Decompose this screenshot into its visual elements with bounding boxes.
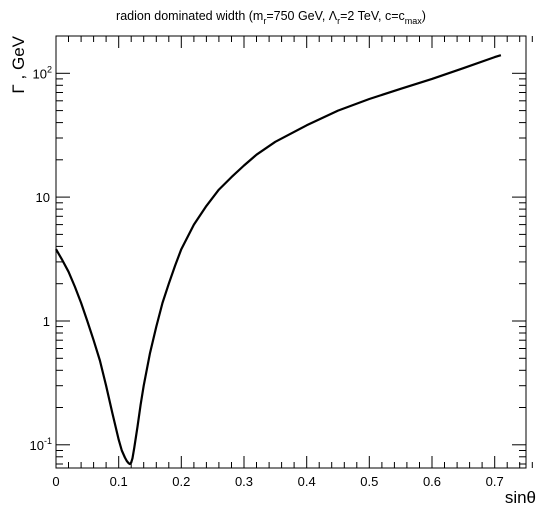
title-prefix: radion dominated width (m [116, 9, 263, 23]
x-tick-label: 0.6 [423, 474, 441, 489]
y-tick-label: 1 [43, 314, 50, 329]
title-lambda-sub: r [337, 16, 340, 26]
y-tick-label: 10-1 [30, 436, 52, 453]
y-axis-label: Γ , GeV [9, 35, 28, 93]
y-tick-label: 102 [33, 64, 52, 81]
x-tick-label: 0.7 [486, 474, 504, 489]
x-tick-label: 0.4 [298, 474, 316, 489]
plot-frame [55, 35, 527, 469]
y-tick-base: 10 [33, 66, 47, 81]
title-m-sub: r [263, 16, 266, 26]
y-tick-base: 10 [30, 438, 44, 453]
title-part2: =750 GeV, Λ [266, 9, 337, 23]
x-tick-label: 0 [52, 474, 59, 489]
chart-title: radion dominated width (mr=750 GeV, Λr=2… [116, 9, 426, 26]
x-axis-label: sinθ [505, 488, 536, 507]
x-tick-label: 0.1 [110, 474, 128, 489]
x-tick-label: 0.3 [235, 474, 253, 489]
title-c-sub: max [405, 16, 423, 26]
y-tick-label: 10 [36, 190, 50, 205]
title-suffix: ) [422, 9, 426, 23]
axis-ticks [55, 35, 533, 468]
title-part3: =2 TeV, c=c [340, 9, 405, 23]
series-line [55, 54, 502, 466]
x-tick-label: 0.5 [360, 474, 378, 489]
x-tick-labels: 0 0.1 0.2 0.3 0.4 0.5 0.6 0.7 [52, 474, 503, 489]
x-tick-label: 0.2 [172, 474, 190, 489]
y-tick-exp: -1 [44, 436, 52, 446]
y-tick-exp: 2 [47, 64, 52, 74]
